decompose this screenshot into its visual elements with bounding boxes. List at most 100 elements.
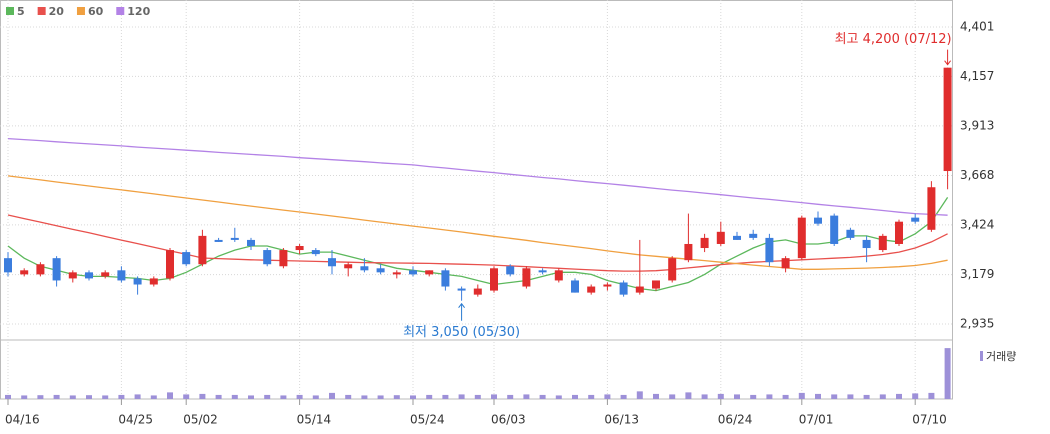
volume-bar [588, 394, 595, 399]
candle-body [716, 231, 725, 244]
annotation: 최고 4,200 (07/12) [835, 32, 952, 47]
candle-body [652, 280, 660, 289]
candle-body [668, 258, 677, 281]
legend-label: 120 [127, 5, 150, 18]
volume-bar [458, 394, 465, 399]
candle-body [52, 258, 61, 281]
candle-body [409, 270, 417, 275]
candle-body [182, 252, 191, 265]
volume-bar [21, 395, 28, 399]
volume-bar [215, 394, 222, 399]
volume-bar [815, 393, 821, 399]
volume-bar [620, 394, 627, 399]
y-tick-label: 3,668 [960, 168, 994, 182]
volume-bar [701, 394, 708, 399]
volume-legend-swatch [980, 351, 983, 361]
volume-bar [345, 394, 352, 399]
candle-body [360, 266, 369, 271]
x-tick-label: 06/03 [491, 413, 526, 427]
volume-bar [312, 395, 319, 399]
volume-bar [264, 394, 271, 399]
volume-legend: 거래량 [986, 350, 1016, 363]
volume-bar [896, 393, 902, 399]
y-tick-label: 3,179 [960, 267, 994, 281]
candle-body [101, 272, 110, 277]
candle-body [587, 286, 596, 293]
volume-bar [912, 393, 919, 399]
ma-line [7, 197, 949, 292]
candle-body [473, 288, 482, 295]
candle-body [733, 235, 741, 240]
candle-body [506, 266, 515, 275]
candle-body [133, 278, 142, 285]
candle-body [943, 67, 952, 172]
candle-body [311, 250, 320, 255]
volume-bar [831, 394, 838, 399]
legend-swatch [116, 7, 125, 15]
y-tick-label: 2,935 [960, 317, 994, 331]
candle-body [490, 268, 498, 291]
volume-bar [944, 348, 951, 399]
candle-body [344, 264, 353, 269]
volume-bar [37, 395, 44, 399]
candle-body [376, 268, 385, 273]
candle-body [457, 288, 466, 291]
candle-body [603, 284, 612, 287]
candle-body [765, 237, 774, 263]
candle-body [247, 239, 255, 247]
legend-label: 60 [88, 5, 104, 18]
candle-body [927, 187, 936, 230]
volume-bar [248, 395, 254, 399]
volume-bar [296, 394, 303, 399]
volume-bar [377, 395, 384, 399]
legend-swatch [37, 7, 46, 15]
candle-body [538, 270, 547, 273]
candle-body [328, 258, 336, 267]
candle-body [619, 282, 628, 295]
volume-bar [507, 394, 514, 399]
volume-bar [134, 394, 141, 399]
candle-body [571, 280, 579, 293]
volume-bar [928, 392, 935, 399]
candle-body [117, 270, 126, 281]
volume-bar [555, 395, 562, 399]
legend-swatch [6, 7, 14, 15]
candle-body [425, 270, 434, 275]
volume-bar [280, 395, 287, 399]
candle-body [781, 258, 790, 269]
candle-body [830, 215, 839, 244]
volume-bar [231, 394, 238, 399]
volume-bar [653, 393, 659, 399]
candle-body [392, 272, 401, 275]
ma-line [7, 137, 948, 216]
volume-bar [847, 394, 854, 399]
volume-bar [183, 394, 190, 399]
volume-bar [766, 394, 773, 399]
y-tick-label: 4,401 [960, 19, 994, 33]
volume-bar [393, 395, 400, 399]
volume-bar [669, 394, 676, 399]
x-tick-label: 07/01 [799, 413, 834, 427]
volume-bar [167, 392, 173, 399]
x-tick-label: 06/24 [718, 413, 753, 427]
y-tick-label: 4,157 [960, 69, 994, 83]
candle-body [522, 268, 531, 287]
candle-body [214, 239, 223, 242]
annotation-arrow [458, 302, 465, 321]
candle-body [554, 270, 563, 281]
candle-body [878, 235, 887, 251]
candle-body [198, 235, 207, 265]
candle-body [749, 233, 758, 238]
candle-body [846, 229, 855, 238]
volume-bar [572, 394, 578, 399]
volume-bar [717, 393, 724, 399]
candle-body [20, 270, 29, 275]
x-tick-label: 04/25 [118, 413, 153, 427]
volume-bar [329, 392, 335, 399]
candle-body [911, 217, 920, 222]
volume-bar [604, 394, 611, 399]
volume-bar [426, 394, 433, 399]
y-tick-label: 3,424 [960, 217, 994, 231]
volume-bar [474, 394, 481, 399]
